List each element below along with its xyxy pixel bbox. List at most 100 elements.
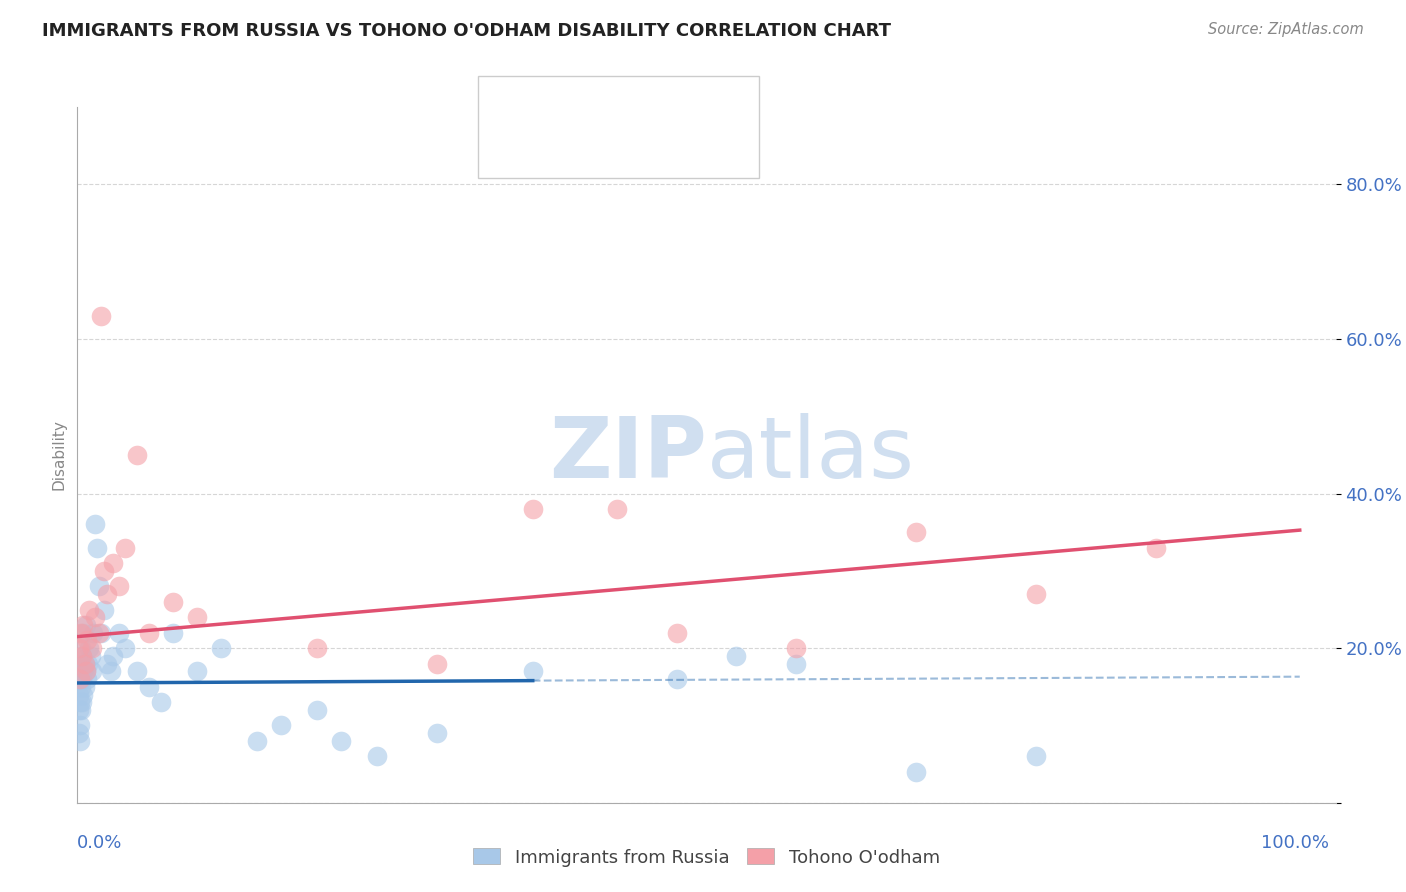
Point: [785, 657, 807, 671]
Point: [785, 641, 807, 656]
Point: [82, 625, 104, 640]
Point: [186, 610, 208, 624]
Point: [150, 695, 173, 709]
Point: [96, 657, 118, 671]
Text: atlas: atlas: [707, 413, 914, 497]
Point: [75, 618, 97, 632]
Point: [522, 665, 544, 679]
Point: [1025, 749, 1047, 764]
Point: [96, 587, 118, 601]
Point: [114, 541, 136, 555]
Point: [72, 625, 94, 640]
Point: [72, 618, 94, 632]
Point: [87, 625, 110, 640]
Point: [72, 665, 94, 679]
Point: [1144, 541, 1167, 555]
Point: [79, 641, 101, 656]
Point: [905, 764, 928, 779]
Point: [69, 718, 91, 732]
Point: [72, 688, 94, 702]
Point: [73, 657, 96, 671]
Point: [70, 648, 93, 663]
Point: [209, 641, 232, 656]
Text: ZIP: ZIP: [548, 413, 707, 497]
Point: [103, 556, 125, 570]
Point: [93, 602, 115, 616]
Point: [100, 665, 122, 679]
Bar: [491, 89, 527, 120]
Point: [80, 665, 103, 679]
Point: [725, 648, 748, 663]
Point: [70, 641, 93, 656]
Point: [330, 734, 353, 748]
Point: [86, 541, 108, 555]
Point: [70, 657, 93, 671]
Point: [108, 625, 131, 640]
Text: IMMIGRANTS FROM RUSSIA VS TOHONO O'ODHAM DISABILITY CORRELATION CHART: IMMIGRANTS FROM RUSSIA VS TOHONO O'ODHAM…: [42, 22, 891, 40]
Point: [67, 726, 90, 740]
Point: [426, 657, 449, 671]
Point: [84, 517, 107, 532]
Point: [108, 579, 131, 593]
Text: 0.0%: 0.0%: [77, 834, 122, 852]
Point: [75, 665, 97, 679]
Text: 100.0%: 100.0%: [1261, 834, 1329, 852]
Point: [606, 502, 628, 516]
Legend: Immigrants from Russia, Tohono O'odham: Immigrants from Russia, Tohono O'odham: [465, 841, 948, 874]
Point: [67, 665, 90, 679]
Point: [138, 680, 160, 694]
Point: [79, 602, 101, 616]
Point: [127, 665, 149, 679]
Point: [186, 665, 208, 679]
Point: [905, 525, 928, 540]
Point: [87, 579, 110, 593]
Text: R = 0.347: R = 0.347: [538, 140, 628, 158]
Text: Source: ZipAtlas.com: Source: ZipAtlas.com: [1208, 22, 1364, 37]
Point: [270, 718, 292, 732]
Point: [70, 672, 93, 686]
Point: [67, 688, 90, 702]
Point: [67, 641, 90, 656]
Point: [75, 665, 97, 679]
Point: [70, 695, 93, 709]
Point: [73, 680, 96, 694]
Point: [90, 625, 112, 640]
Point: [69, 672, 91, 686]
Bar: [491, 134, 527, 164]
Text: N = 31: N = 31: [664, 140, 727, 158]
Point: [127, 448, 149, 462]
Point: [69, 672, 91, 686]
Point: [305, 641, 328, 656]
Point: [90, 309, 112, 323]
Point: [665, 625, 688, 640]
Text: R = 0.012: R = 0.012: [538, 95, 628, 113]
Point: [69, 734, 91, 748]
Point: [67, 703, 90, 717]
Point: [366, 749, 388, 764]
Point: [80, 641, 103, 656]
Point: [665, 672, 688, 686]
Point: [76, 672, 98, 686]
Point: [103, 648, 125, 663]
Point: [70, 680, 93, 694]
Point: [138, 625, 160, 640]
Point: [70, 703, 93, 717]
Point: [1025, 587, 1047, 601]
Point: [114, 641, 136, 656]
Point: [162, 625, 184, 640]
Point: [77, 657, 100, 671]
Point: [162, 595, 184, 609]
Point: [73, 657, 96, 671]
Point: [426, 726, 449, 740]
Point: [70, 648, 93, 663]
Point: [76, 633, 98, 648]
Point: [70, 625, 93, 640]
Text: N = 56: N = 56: [664, 95, 727, 113]
Point: [246, 734, 269, 748]
Point: [84, 610, 107, 624]
Point: [522, 502, 544, 516]
Point: [305, 703, 328, 717]
Point: [93, 564, 115, 578]
Point: [79, 648, 101, 663]
Point: [69, 695, 91, 709]
